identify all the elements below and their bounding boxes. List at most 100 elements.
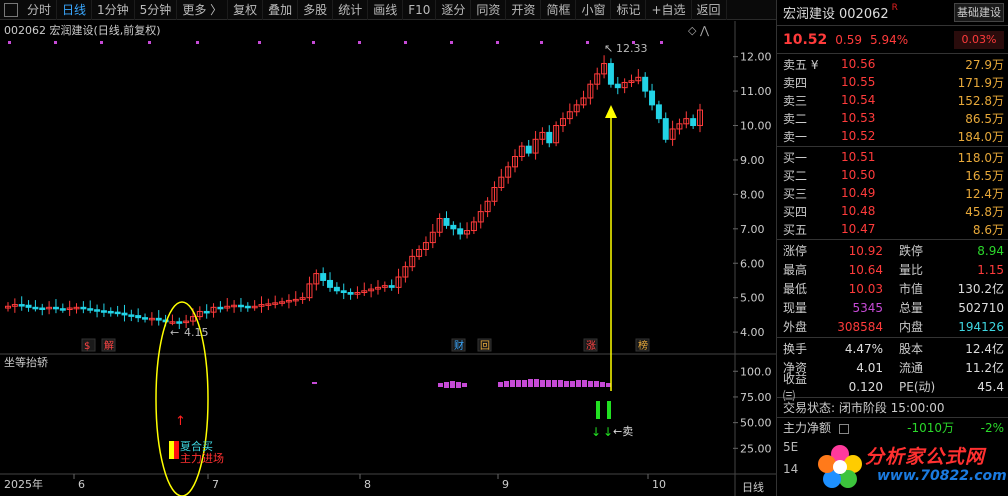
toolbar-item-5[interactable]: 复权 xyxy=(228,0,264,20)
kline-chart-area[interactable]: 002062 宏润建设(日线,前复权) ◇ ⋀ 坐等抬轿 日线 12.00 11.… xyxy=(0,21,776,496)
row-14: 14 xyxy=(783,462,799,476)
candle-body xyxy=(621,81,628,89)
sell-row-4[interactable]: 卖一 10.52 184.0万 xyxy=(777,127,1008,145)
candle-body xyxy=(203,310,210,314)
toolbar-item-6[interactable]: 叠加 xyxy=(263,0,299,20)
buy-label: 买三 xyxy=(783,186,808,201)
logo-url: www.70822.com xyxy=(877,468,1007,484)
layout-icon[interactable] xyxy=(4,2,18,17)
indicator-bar xyxy=(540,380,545,387)
top-dot xyxy=(404,41,407,44)
sell-row-1[interactable]: 卖四 10.55 171.9万 xyxy=(777,73,1008,91)
indicator-bar xyxy=(594,381,599,387)
candle-body xyxy=(436,217,443,233)
stat-label: 总量 xyxy=(899,301,924,315)
event-marker-box xyxy=(583,338,598,352)
sell-row-3[interactable]: 卖二 10.53 86.5万 xyxy=(777,109,1008,127)
stat-label: 最高 xyxy=(783,263,808,277)
buy-book: 买一 10.51 118.0万 买二 10.50 16.5万 买三 10.49 12.4万 买四 1… xyxy=(777,147,1008,240)
event-marker-box xyxy=(451,338,466,352)
toolbar-item-11[interactable]: 逐分 xyxy=(436,0,472,20)
buy-label: 买二 xyxy=(783,168,808,183)
indicator-bar xyxy=(462,383,467,387)
stat2-row-0: 换手 4.47% 股本 12.4亿 xyxy=(777,339,1008,358)
stat-label: 换手 xyxy=(783,342,808,356)
candle-body xyxy=(327,279,334,288)
toolbar-item-13[interactable]: 开资 xyxy=(506,0,542,20)
candle-body xyxy=(142,317,149,320)
indicator-bar xyxy=(516,380,521,387)
toolbar-item-12[interactable]: 同资 xyxy=(471,0,507,20)
sell-volume: 184.0万 xyxy=(957,129,1004,144)
candle-body xyxy=(155,317,162,321)
stat-label: 涨停 xyxy=(783,244,808,258)
sell-price: 10.55 xyxy=(841,75,876,89)
date-label: 6 xyxy=(78,478,85,491)
indicator-tick-label: 25.00 xyxy=(740,442,772,455)
toolbar-item-8[interactable]: 统计 xyxy=(333,0,369,20)
toolbar-item-0[interactable]: 分时 xyxy=(22,0,58,20)
candle-body xyxy=(272,302,279,305)
stock-header: 宏润建设 002062 R 基础建设 xyxy=(777,0,1008,26)
r-badge: R xyxy=(891,3,898,13)
candle-body xyxy=(690,118,697,127)
sell-row-2[interactable]: 卖三 10.54 152.8万 xyxy=(777,91,1008,109)
buy-row-1[interactable]: 买二 10.50 16.5万 xyxy=(777,166,1008,184)
indicator-bar xyxy=(552,380,557,387)
candle-body xyxy=(148,317,155,321)
stat1-row-0: 涨停 10.92 跌停 8.94 xyxy=(777,241,1008,260)
toolbar-item-1[interactable]: 日线 xyxy=(57,0,93,20)
flow-expand-icon[interactable] xyxy=(838,423,849,434)
candle-body xyxy=(594,73,601,85)
indicator-tick-label: 75.00 xyxy=(740,391,772,404)
candle-body xyxy=(587,83,594,99)
toolbar-item-2[interactable]: 1分钟 xyxy=(92,0,135,20)
candle-body xyxy=(121,312,128,316)
buy-row-0[interactable]: 买一 10.51 118.0万 xyxy=(777,148,1008,166)
toolbar-item-18[interactable]: 返回 xyxy=(692,0,727,20)
date-label: 9 xyxy=(502,478,509,491)
sector-button[interactable]: 基础建设 xyxy=(954,3,1004,22)
toolbar-item-9[interactable]: 画线 xyxy=(368,0,404,20)
kline-chart[interactable]: 002062 宏润建设(日线,前复权) ◇ ⋀ 坐等抬轿 日线 12.00 11.… xyxy=(0,21,776,496)
stat2-row-2: 收益㈢ 0.120 PE(动) 45.4 xyxy=(777,372,1008,403)
buy-row-3[interactable]: 买四 10.48 45.8万 xyxy=(777,202,1008,220)
price-tick-label: 11.00 xyxy=(740,85,772,98)
toolbar-item-3[interactable]: 5分钟 xyxy=(135,0,178,20)
toolbar-item-10[interactable]: F10 xyxy=(403,0,437,20)
price-tick-label: 6.00 xyxy=(740,257,765,270)
toolbar-item-7[interactable]: 多股 xyxy=(298,0,334,20)
annotations: ↖ 12.33 ← 4.15 ↑ 夏合买 主力进场 ↓ ↓ ←卖 xyxy=(155,42,648,496)
watermark-logo: 分析家公式网 www.70822.com xyxy=(815,438,1008,496)
candle-body xyxy=(539,131,546,140)
toolbar-item-15[interactable]: 小窗 xyxy=(576,0,612,20)
buy-signal-label: 主力进场 xyxy=(180,451,224,465)
buy-bar-yellow xyxy=(169,441,174,459)
toolbar-item-4[interactable]: 更多 〉 xyxy=(177,0,229,20)
toolbar-item-16[interactable]: 标记 xyxy=(611,0,647,20)
indicator-bar xyxy=(504,381,509,387)
candle-body xyxy=(100,310,107,313)
candle-body xyxy=(279,301,286,304)
candle-body xyxy=(5,305,11,309)
candle-body xyxy=(66,307,73,311)
toolbar-item-17[interactable]: +自选 xyxy=(646,0,692,20)
sell-label: 卖二 xyxy=(783,111,808,126)
indicator-bar xyxy=(546,380,551,387)
event-marker-box xyxy=(635,338,650,352)
stat-value: 194126 xyxy=(958,319,1004,334)
sell-volume: 86.5万 xyxy=(965,111,1004,126)
top-dot xyxy=(258,41,261,44)
buy-label: 买四 xyxy=(783,204,808,219)
event-marker-box xyxy=(477,338,492,352)
top-dot xyxy=(312,41,315,44)
candle-body xyxy=(409,255,416,268)
sell-row-0[interactable]: 卖五 ¥ 10.56 27.9万 xyxy=(777,55,1008,73)
buy-row-4[interactable]: 买五 10.47 8.6万 xyxy=(777,220,1008,238)
stat1-row-4: 外盘 308584 内盘 194126 xyxy=(777,317,1008,336)
buy-row-2[interactable]: 买三 10.49 12.4万 xyxy=(777,184,1008,202)
candle-body xyxy=(553,125,560,144)
stat-value: 10.03 xyxy=(848,281,883,296)
toolbar-item-14[interactable]: 简框 xyxy=(541,0,577,20)
buy-price: 10.50 xyxy=(841,168,876,182)
